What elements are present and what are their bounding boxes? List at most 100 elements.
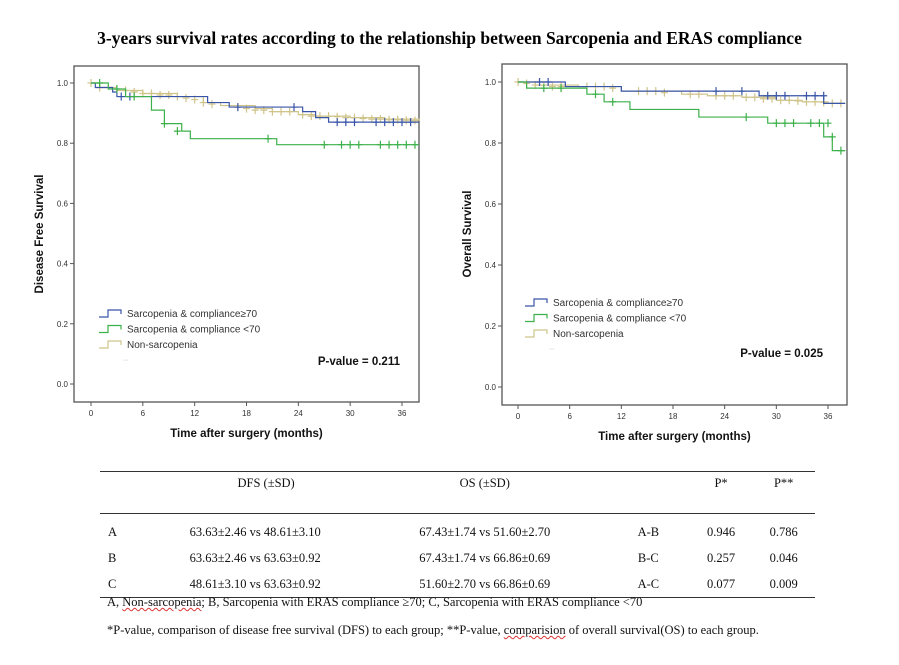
legend-label: Sarcopenia & compliance≥70 [553, 298, 683, 309]
censor-mark [208, 100, 216, 109]
spellcheck-word: Non-sarcopenia [122, 595, 202, 609]
legend-swatch [99, 324, 122, 334]
censor-mark [592, 90, 599, 99]
censor-mark [811, 91, 819, 100]
censor-mark [234, 103, 242, 112]
y-tick-label: 0.4 [485, 261, 497, 270]
header-p-dfs: P* [689, 471, 753, 514]
censor-mark [777, 96, 785, 105]
y-tick-label: 0.6 [485, 200, 497, 209]
y-tick-label: 0.0 [485, 383, 497, 392]
censor-mark [117, 92, 125, 101]
censor-mark [359, 114, 367, 123]
x-tick-label: 6 [141, 409, 146, 418]
table-row: A 63.63±2.46 vs 48.61±3.10 67.43±1.74 vs… [100, 514, 815, 546]
cell-p-os: 0.046 [769, 550, 798, 565]
cell-p-dfs: 0.077 [689, 571, 753, 598]
censor-mark [96, 79, 104, 87]
cell-os: 67.43±1.74 vs 51.60±2.70 [419, 524, 551, 539]
legend-label: Sarcopenia & compliance <70 [553, 314, 687, 325]
x-tick-label: 12 [617, 412, 626, 421]
cell-pair: A-C [606, 571, 690, 598]
x-tick-label: 18 [242, 409, 251, 418]
censor-mark [781, 119, 789, 128]
x-tick-label: 36 [824, 412, 833, 421]
censor-mark [738, 87, 746, 96]
legend-label: Non-sarcopenia [553, 329, 624, 340]
cell-os: 67.43±1.74 vs 66.86±0.69 [419, 550, 551, 565]
header-dfs: DFS (±SD) [169, 471, 363, 514]
censor-mark [411, 116, 419, 125]
x-axis-title: Time after surgery (months) [598, 431, 751, 443]
censor-mark [320, 140, 328, 149]
y-tick-label: 1.0 [485, 78, 497, 87]
censor-mark [182, 94, 190, 103]
censor-mark [794, 96, 802, 105]
censor-mark [712, 87, 720, 96]
censor-mark [160, 119, 168, 128]
table-row: C 48.61±3.10 vs 63.63±0.92 51.60±2.70 vs… [100, 571, 815, 598]
footnote-pvalues: *P-value, comparison of disease free sur… [107, 623, 759, 638]
censor-mark [355, 140, 363, 149]
x-tick-label: 18 [669, 412, 678, 421]
p-value-annotation: P-value = 0.025 [740, 348, 823, 360]
censor-mark [376, 140, 384, 149]
footnote-text: A, [107, 595, 123, 609]
x-tick-label: 30 [346, 409, 355, 418]
survival-curve-non-sarcopenia [518, 81, 846, 104]
censor-mark [837, 146, 845, 155]
spellcheck-word: comparision [503, 623, 566, 637]
legend-label: Sarcopenia & compliance <70 [127, 325, 261, 336]
cell-pair: A-B [637, 524, 660, 539]
cell-p-os: 0.786 [769, 524, 798, 539]
censor-mark [199, 98, 207, 107]
footnote-groups: A, Non-sarcopenia; B, Sarcopenia with ER… [107, 595, 642, 610]
x-tick-label: 12 [190, 409, 199, 418]
y-axis-title: Disease Free Survival [34, 175, 46, 294]
cell-os: 51.60±2.70 vs 66.86±0.69 [362, 571, 607, 598]
y-tick-label: 0.8 [57, 139, 69, 148]
censor-mark [268, 107, 276, 116]
censor-mark [557, 84, 565, 93]
censor-mark [264, 134, 272, 143]
x-tick-label: 0 [89, 409, 94, 418]
p-value-annotation: P-value = 0.211 [318, 356, 401, 368]
censor-mark [316, 112, 324, 121]
legend-swatch [99, 309, 122, 318]
censor-mark [243, 104, 250, 113]
censor-mark [772, 91, 780, 100]
censor-mark [721, 91, 729, 100]
y-tick-label: 1.0 [57, 79, 69, 88]
censor-mark [781, 91, 789, 100]
censor-mark [307, 112, 315, 121]
x-tick-label: 30 [772, 412, 781, 421]
x-axis-title: Time after surgery (months) [170, 428, 323, 440]
censor-mark [742, 93, 750, 102]
cell-dfs: 63.63±2.46 vs 48.61±3.10 [189, 524, 321, 539]
censor-mark [381, 118, 389, 127]
cell-dfs: 63.63±2.46 vs 63.63±0.92 [189, 550, 321, 565]
cell-group: B [108, 550, 117, 565]
censor-mark [609, 97, 617, 106]
censor-mark [286, 107, 294, 116]
legend-label: Sarcopenia & compliance≥70 [127, 309, 257, 320]
censor-mark [772, 119, 780, 128]
table-header-row: DFS (±SD) OS (±SD) P* P** [100, 471, 815, 514]
censor-mark [394, 140, 402, 149]
censor-mark [402, 140, 410, 149]
censor-mark [660, 88, 668, 97]
cell-dfs: 48.61±3.10 vs 63.63±0.92 [169, 571, 363, 598]
censor-mark [385, 140, 393, 149]
header-p-os: P** [752, 471, 815, 514]
censor-mark [346, 140, 354, 149]
censor-mark [540, 84, 548, 93]
y-tick-label: 0.2 [485, 322, 497, 331]
censor-mark [544, 78, 552, 86]
censor-mark [173, 127, 181, 136]
censor-mark [729, 91, 737, 100]
censor-mark [277, 107, 285, 116]
censor-mark [828, 132, 836, 141]
footnote-text: of overall survival(OS) to each group. [565, 623, 759, 637]
